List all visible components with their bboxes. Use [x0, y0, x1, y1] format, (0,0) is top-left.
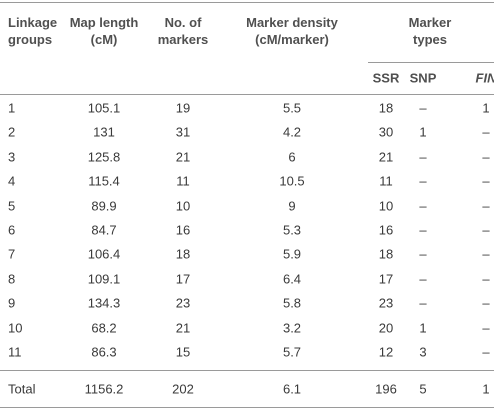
cell-value: 10 — [175, 198, 191, 214]
cell-value: 131 — [93, 124, 115, 140]
cell-value: 10.5 — [279, 173, 305, 189]
cell-value: – — [482, 246, 490, 262]
cell-value: 9 — [288, 198, 296, 214]
cell-value: 68.2 — [91, 320, 117, 336]
cell-value: 1 — [419, 320, 427, 336]
column-header: Marker density (cM/marker) — [246, 15, 338, 47]
sub-header: SSR — [372, 70, 400, 86]
span-rule — [368, 62, 494, 63]
cell-value: 18 — [378, 100, 394, 116]
cell-value: 18 — [378, 246, 394, 262]
cell-value: 5.7 — [282, 344, 302, 360]
sub-header: SNP — [409, 70, 437, 86]
cell-value: 106.4 — [87, 246, 121, 262]
cell-value: 15 — [175, 344, 191, 360]
total-value: 1156.2 — [84, 381, 124, 397]
cell-value: 10 — [378, 198, 394, 214]
column-header: No. of markers — [157, 15, 209, 47]
cell-value: 16 — [175, 222, 191, 238]
cell-value: 6.4 — [282, 271, 302, 287]
cell-value: 19 — [175, 100, 191, 116]
cell-value: – — [482, 344, 490, 360]
column-header: Map length (cM) — [69, 15, 139, 47]
cell-value: 12 — [378, 344, 394, 360]
cell-value: 21 — [175, 149, 191, 165]
cell-value: 3.2 — [282, 320, 302, 336]
cell-value: 84.7 — [91, 222, 117, 238]
row-label: 7 — [8, 246, 16, 262]
row-label: 4 — [8, 173, 16, 189]
row-label: 3 — [8, 149, 16, 165]
total-value: 5 — [419, 381, 427, 397]
cell-value: – — [419, 271, 427, 287]
column-header: Linkage groups — [8, 15, 58, 47]
row-label: 1 — [8, 100, 16, 116]
cell-value: 134.3 — [87, 295, 121, 311]
cell-value: 89.9 — [91, 198, 117, 214]
cell-value: – — [482, 271, 490, 287]
cell-value: 17 — [378, 271, 394, 287]
cell-value: – — [482, 149, 490, 165]
cell-value: 18 — [175, 246, 191, 262]
cell-value: – — [482, 198, 490, 214]
total-value: 1 — [482, 381, 490, 397]
top-rule — [0, 2, 494, 3]
cell-value: – — [419, 173, 427, 189]
cell-value: 5.9 — [282, 246, 302, 262]
row-label: 11 — [8, 344, 22, 360]
cell-value: 23 — [175, 295, 191, 311]
cell-value: 3 — [419, 344, 427, 360]
cell-value: 115.4 — [88, 173, 120, 189]
cell-value: 11 — [176, 173, 190, 189]
cell-value: – — [419, 295, 427, 311]
cell-value: 5.3 — [282, 222, 302, 238]
cell-value: – — [419, 198, 427, 214]
total-rule — [0, 370, 494, 371]
cell-value: – — [419, 149, 427, 165]
cell-value: – — [419, 246, 427, 262]
cell-value: – — [482, 320, 490, 336]
cell-value: 1 — [419, 124, 427, 140]
cell-value: 109.1 — [87, 271, 121, 287]
row-label: 10 — [8, 320, 23, 336]
bottom-rule — [0, 407, 494, 408]
cell-value: 86.3 — [91, 344, 117, 360]
header-rule — [0, 94, 494, 95]
cell-value: 125.8 — [87, 149, 121, 165]
cell-value: 5.8 — [282, 295, 302, 311]
row-label: 8 — [8, 271, 16, 287]
cell-value: 16 — [378, 222, 394, 238]
cell-value: – — [482, 124, 490, 140]
cell-value: 17 — [175, 271, 191, 287]
total-value: 6.1 — [282, 381, 302, 397]
total-value: 202 — [172, 381, 194, 397]
cell-value: 31 — [175, 124, 191, 140]
total-label: Total — [8, 381, 36, 397]
cell-value: 21 — [175, 320, 191, 336]
row-label: 2 — [8, 124, 16, 140]
total-value: 196 — [375, 381, 397, 397]
cell-value: 6 — [288, 149, 296, 165]
cell-value: 1 — [482, 100, 490, 116]
cell-value: 5.5 — [282, 100, 302, 116]
cell-value: 105.1 — [87, 100, 121, 116]
row-label: 6 — [8, 222, 16, 238]
cell-value: 21 — [378, 149, 394, 165]
cell-value: 4.2 — [282, 124, 302, 140]
column-header: Marker types — [408, 15, 452, 47]
cell-value: – — [482, 222, 490, 238]
cell-value: – — [482, 295, 490, 311]
cell-value: – — [419, 100, 427, 116]
cell-value: 11 — [379, 173, 393, 189]
row-label: 5 — [8, 198, 16, 214]
cell-value: – — [482, 173, 490, 189]
row-label: 9 — [8, 295, 16, 311]
cell-value: 23 — [378, 295, 394, 311]
cell-value: – — [419, 222, 427, 238]
cell-value: 20 — [378, 320, 394, 336]
sub-header: FIN — [475, 70, 494, 86]
cell-value: 30 — [378, 124, 394, 140]
